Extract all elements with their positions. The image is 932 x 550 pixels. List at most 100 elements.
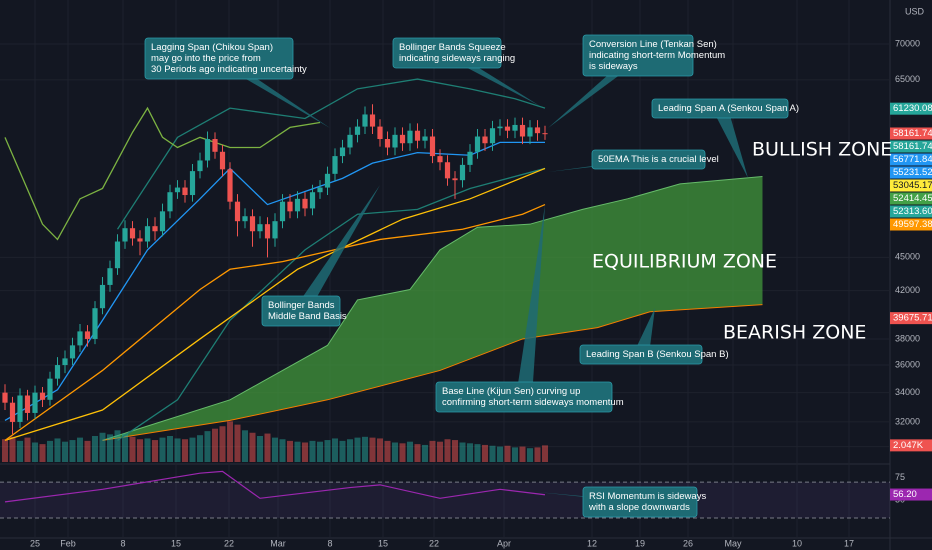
candle-body bbox=[294, 198, 301, 212]
volume-bar bbox=[219, 426, 226, 462]
x-tick-label: 19 bbox=[635, 538, 645, 548]
callout-pointer bbox=[712, 108, 748, 178]
callout-text: with a slope downwards bbox=[588, 502, 690, 513]
price-badge-text: 58161.74 bbox=[893, 128, 932, 139]
x-tick-label: Feb bbox=[60, 538, 76, 548]
candle-body bbox=[377, 126, 383, 140]
candle-body bbox=[519, 124, 526, 137]
senkou-span-b bbox=[102, 304, 763, 441]
rsi-band-fill bbox=[0, 482, 890, 519]
callout-box bbox=[435, 381, 613, 413]
candle-body bbox=[272, 221, 278, 239]
volume-bar bbox=[9, 436, 16, 462]
candle-body bbox=[369, 114, 376, 127]
candle-body bbox=[32, 392, 38, 413]
volume-bar bbox=[407, 441, 413, 462]
volume-bar bbox=[2, 439, 8, 462]
x-tick-label: 12 bbox=[587, 538, 597, 548]
price-badge-text: 55231.52 bbox=[893, 167, 932, 178]
candle-body bbox=[17, 395, 23, 422]
zone-label: EQUILIBRIUM ZONE bbox=[592, 251, 777, 273]
candle-body bbox=[219, 151, 226, 170]
callout-box bbox=[582, 486, 698, 518]
volume-bar bbox=[174, 438, 181, 462]
candle-body bbox=[99, 284, 106, 309]
candle-body bbox=[47, 378, 53, 400]
price-badge bbox=[890, 153, 932, 166]
candle-body bbox=[152, 226, 158, 232]
volume-bar bbox=[107, 434, 113, 462]
candle-body bbox=[444, 162, 451, 179]
volume-bar bbox=[257, 436, 263, 462]
callout-box bbox=[591, 149, 706, 170]
candle-body bbox=[2, 392, 8, 403]
x-tick-label: 17 bbox=[844, 538, 854, 548]
volume-bar bbox=[339, 440, 346, 462]
volume-badge-text: 2.047K bbox=[893, 440, 924, 451]
indicator-line bbox=[4, 203, 546, 441]
callout-text: Base Line (Kijun Sen) curving up bbox=[442, 386, 580, 397]
candle-body bbox=[459, 164, 466, 181]
price-badge-text: 52313.60 bbox=[893, 206, 932, 217]
candle-body bbox=[122, 228, 128, 242]
volume-bar bbox=[152, 440, 158, 462]
volume-bar bbox=[242, 430, 248, 462]
candle-body bbox=[279, 201, 286, 222]
candle-body bbox=[399, 134, 406, 144]
candle-body bbox=[302, 198, 308, 209]
volume-bar bbox=[17, 440, 23, 462]
candle-body bbox=[324, 173, 331, 188]
callout-text: Conversion Line (Tenkan Sen) bbox=[589, 39, 717, 50]
callout-text: Leading Span B (Senkou Span B) bbox=[586, 349, 729, 360]
volume-bar bbox=[272, 437, 278, 462]
volume-bar bbox=[144, 438, 151, 462]
candle-body bbox=[159, 211, 166, 232]
volume-bar bbox=[197, 435, 203, 462]
volume-bar bbox=[384, 440, 391, 462]
candle-body bbox=[482, 136, 488, 144]
price-badge bbox=[890, 205, 932, 218]
x-tick-label: May bbox=[724, 538, 742, 548]
zone-label: BEARISH ZONE bbox=[723, 322, 866, 344]
ichimoku-cloud bbox=[102, 176, 763, 441]
volume-bar bbox=[92, 436, 98, 462]
callout-text: Bollinger Bands Squeeze bbox=[399, 42, 506, 53]
y-tick-label: 45000 bbox=[895, 252, 920, 262]
price-badge-text: 58161.74 bbox=[893, 141, 932, 152]
volume-bar bbox=[302, 442, 308, 462]
x-tick-label: 22 bbox=[429, 538, 439, 548]
callout-pointer bbox=[633, 308, 655, 355]
callout-box bbox=[651, 98, 789, 119]
candle-body bbox=[339, 147, 346, 157]
volume-bar bbox=[137, 439, 143, 462]
candle-body bbox=[527, 127, 533, 137]
volume-bar bbox=[444, 439, 451, 462]
candle-body bbox=[497, 126, 503, 129]
candle-body bbox=[422, 136, 428, 141]
volume-bar bbox=[39, 444, 46, 462]
currency: USD bbox=[905, 6, 925, 16]
callout-text: RSI Momentum is sideways bbox=[589, 491, 706, 502]
callout-text: is sideways bbox=[589, 61, 638, 72]
volume-bar bbox=[422, 444, 428, 462]
volume-bar bbox=[512, 447, 518, 462]
volume-bar bbox=[114, 430, 121, 462]
candle-body bbox=[317, 187, 323, 193]
price-badge bbox=[890, 140, 932, 153]
candle-body bbox=[414, 130, 421, 141]
callout-text: Leading Span A (Senkou Span A) bbox=[658, 103, 799, 114]
indicator-line bbox=[117, 167, 546, 441]
x-tick-label: 22 bbox=[224, 538, 234, 548]
candle-body bbox=[309, 192, 316, 209]
callout-box bbox=[582, 34, 694, 77]
price-badge bbox=[890, 127, 932, 140]
volume-bar bbox=[84, 440, 91, 462]
callout-text: Lagging Span (Chikou Span) bbox=[151, 42, 273, 53]
price-badge-text: 61230.08 bbox=[893, 103, 932, 114]
y-tick-label: 42000 bbox=[895, 285, 920, 295]
volume-bar bbox=[212, 428, 218, 462]
volume-bar bbox=[47, 440, 53, 462]
volume-bar bbox=[489, 445, 496, 462]
volume-bar bbox=[234, 424, 241, 462]
